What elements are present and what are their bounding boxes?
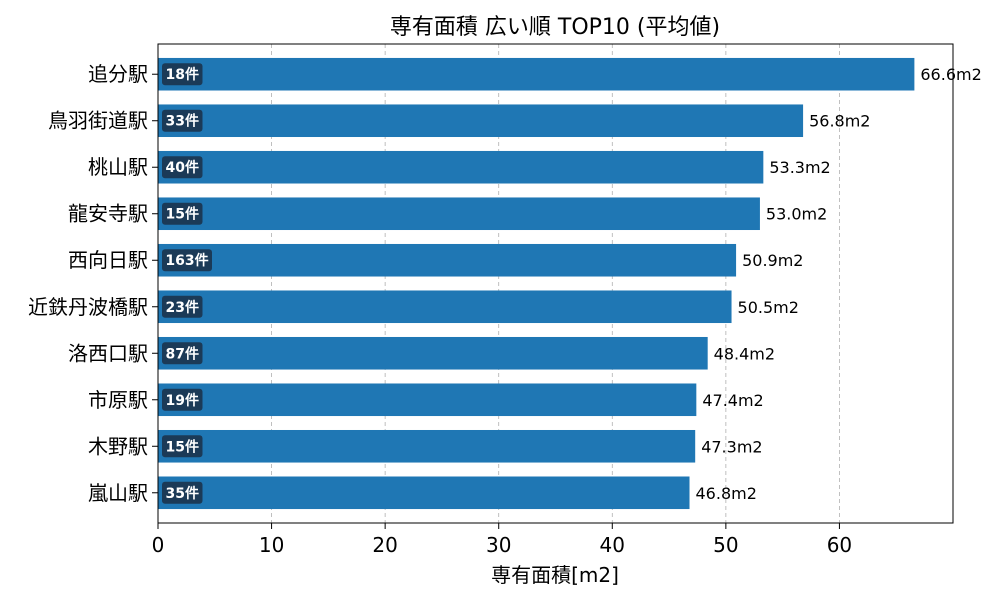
value-label: 48.4m2 — [714, 344, 775, 363]
count-badge — [162, 109, 203, 132]
chart-title: 専有面積 広い順 TOP10 (平均値) — [390, 15, 720, 40]
count-badge — [162, 388, 203, 411]
x-tick-label: 10 — [259, 533, 284, 557]
count-badge — [162, 295, 203, 318]
category-label: 近鉄丹波橋駅 — [28, 295, 148, 319]
plot-frame — [157, 43, 954, 524]
bar — [158, 243, 737, 277]
bar — [158, 476, 690, 510]
count-label: 33件 — [166, 113, 199, 130]
count-label: 19件 — [166, 392, 199, 409]
count-badge — [162, 249, 212, 272]
x-axis-label: 専有面積[m2] — [491, 563, 619, 587]
value-label: 53.3m2 — [769, 158, 830, 177]
bar — [158, 57, 915, 91]
category-label: 嵐山駅 — [88, 481, 148, 505]
category-label: 龍安寺駅 — [68, 202, 148, 226]
count-label: 18件 — [166, 66, 199, 83]
x-tick-label: 40 — [600, 533, 625, 557]
category-label: 西向日駅 — [68, 248, 148, 272]
bar — [158, 104, 804, 138]
x-tick-label: 50 — [713, 533, 738, 557]
count-badge — [162, 435, 203, 458]
x-tick-label: 0 — [152, 533, 165, 557]
count-badge — [162, 63, 203, 86]
count-label: 15件 — [166, 206, 199, 223]
count-badge — [162, 342, 203, 365]
count-label: 23件 — [166, 299, 199, 316]
value-label: 47.4m2 — [702, 391, 763, 410]
count-label: 163件 — [165, 252, 208, 269]
category-label: 洛西口駅 — [68, 341, 148, 365]
category-label: 桃山駅 — [88, 155, 148, 179]
count-label: 87件 — [166, 345, 199, 362]
category-label: 鳥羽街道駅 — [48, 109, 148, 133]
bar — [158, 290, 732, 324]
bar — [158, 383, 697, 417]
count-badge — [162, 481, 203, 504]
count-label: 40件 — [166, 159, 199, 176]
value-label: 53.0m2 — [766, 205, 827, 224]
category-label: 木野駅 — [88, 434, 148, 458]
bars — [158, 57, 915, 510]
count-badge — [162, 202, 203, 225]
x-tick-label: 60 — [827, 533, 852, 557]
bar — [158, 429, 696, 463]
category-label: 追分駅 — [88, 62, 148, 86]
x-tick-label: 30 — [486, 533, 511, 557]
value-label: 46.8m2 — [696, 484, 757, 503]
value-label: 50.5m2 — [738, 298, 799, 317]
count-label: 35件 — [166, 485, 199, 502]
category-label: 市原駅 — [88, 388, 148, 412]
bar — [158, 336, 708, 370]
value-label: 56.8m2 — [809, 112, 870, 131]
value-label: 66.6m2 — [920, 65, 981, 84]
value-label: 47.3m2 — [701, 437, 762, 456]
value-label: 50.9m2 — [742, 251, 803, 270]
count-badge — [162, 156, 203, 179]
bar — [158, 197, 760, 231]
bar — [158, 150, 764, 184]
x-tick-label: 20 — [372, 533, 397, 557]
axes: 0 10 20 30 40 50 60 — [152, 43, 954, 557]
count-label: 15件 — [166, 438, 199, 455]
